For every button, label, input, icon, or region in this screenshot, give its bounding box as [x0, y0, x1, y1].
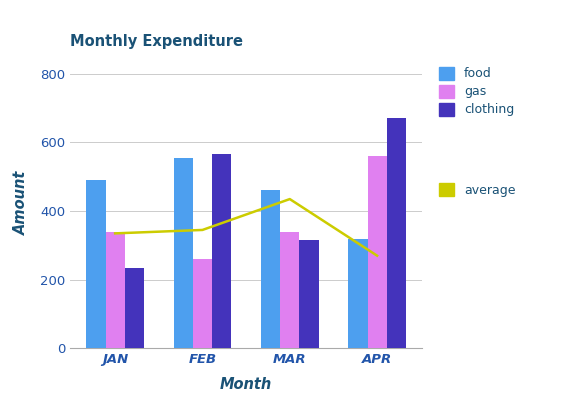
Bar [105, 232, 125, 348]
Bar [193, 259, 212, 348]
Bar [173, 158, 193, 348]
Bar [125, 268, 144, 348]
Bar [86, 180, 105, 348]
Bar [348, 239, 367, 348]
X-axis label: Month: Month [220, 377, 272, 392]
Text: Monthly Expenditure: Monthly Expenditure [70, 34, 243, 49]
Bar [387, 118, 406, 348]
Legend: average: average [435, 179, 519, 201]
Bar [212, 154, 231, 348]
Bar [299, 240, 319, 348]
Bar [261, 190, 280, 348]
Bar [367, 156, 387, 348]
Y-axis label: Amount: Amount [14, 171, 29, 234]
Bar [280, 232, 299, 348]
